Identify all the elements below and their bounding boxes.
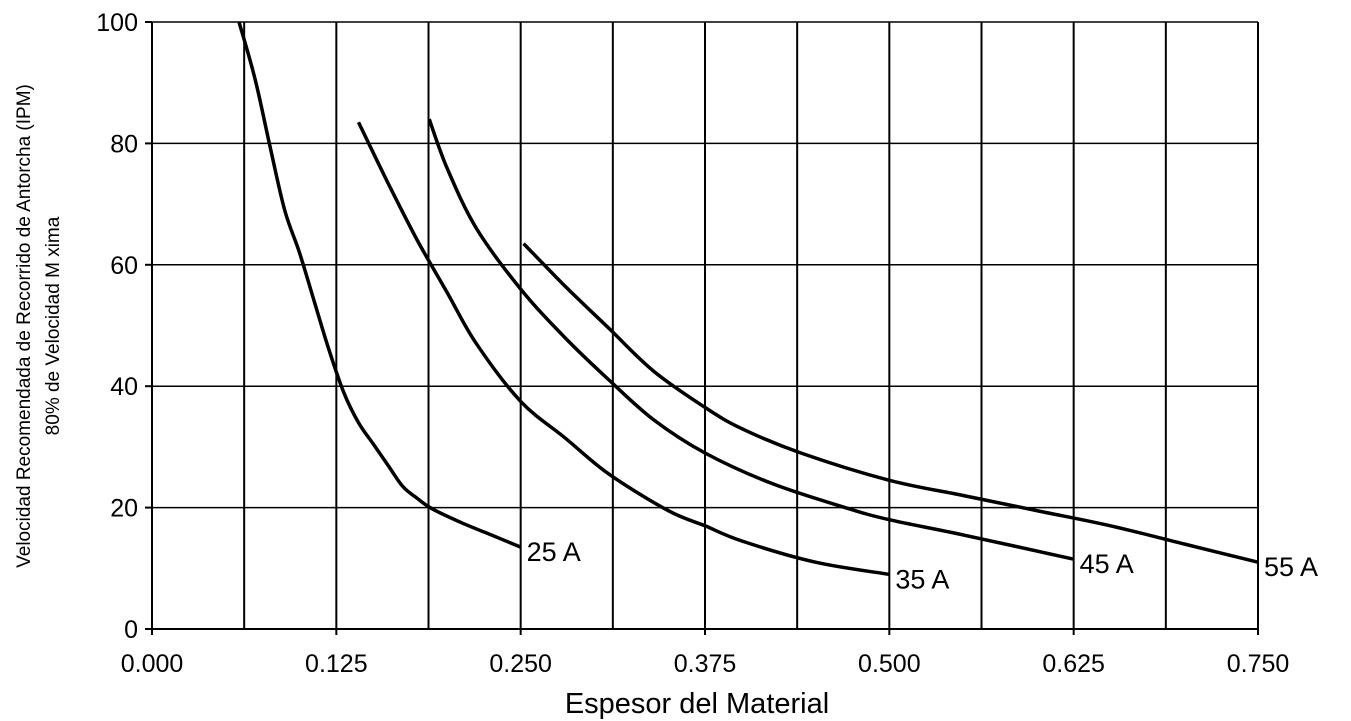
- x-tick-label: 0.625: [1042, 650, 1105, 678]
- series-label: 45 A: [1080, 549, 1134, 579]
- x-tick-label: 0.375: [674, 650, 737, 678]
- y-axis-title-line-1: Velocidad Recomendada de Recorrido de An…: [14, 84, 35, 568]
- y-tick-label: 40: [110, 373, 138, 401]
- y-axis-title-line-2: 80% de Velocidad M xima: [43, 216, 64, 435]
- y-tick-label: 60: [110, 252, 138, 280]
- series-line-25a: [237, 21, 522, 549]
- series-line-35a: [356, 121, 890, 577]
- y-tick-label: 20: [110, 495, 138, 523]
- tick-labels: 0 20 40 60 80 100 0.000 0.125 0.250 0.375 0.500 0.6…: [96, 9, 1289, 678]
- x-tick-label: 0.000: [121, 650, 184, 678]
- axes: [145, 21, 1259, 635]
- y-axis-title: Velocidad Recomendada de Recorrido de An…: [14, 84, 64, 568]
- y-tick-label: 80: [110, 130, 138, 158]
- grid: [152, 21, 1259, 629]
- x-tick-label: 0.250: [489, 650, 552, 678]
- series-line-45a: [427, 118, 1075, 561]
- series-label: 25 A: [527, 537, 581, 567]
- y-tick-label: 100: [96, 9, 138, 37]
- series-label: 55 A: [1264, 552, 1318, 582]
- series-line-55a: [522, 242, 1259, 564]
- series-lines: [237, 21, 1259, 577]
- y-tick-label: 0: [124, 616, 138, 644]
- series-labels: 25 A 35 A 45 A 55 A: [527, 537, 1318, 594]
- x-tick-label: 0.125: [305, 650, 368, 678]
- series-label: 35 A: [895, 564, 949, 594]
- x-tick-label: 0.500: [858, 650, 921, 678]
- x-axis-title: Espesor del Material: [565, 688, 829, 720]
- x-tick-label: 0.750: [1227, 650, 1290, 678]
